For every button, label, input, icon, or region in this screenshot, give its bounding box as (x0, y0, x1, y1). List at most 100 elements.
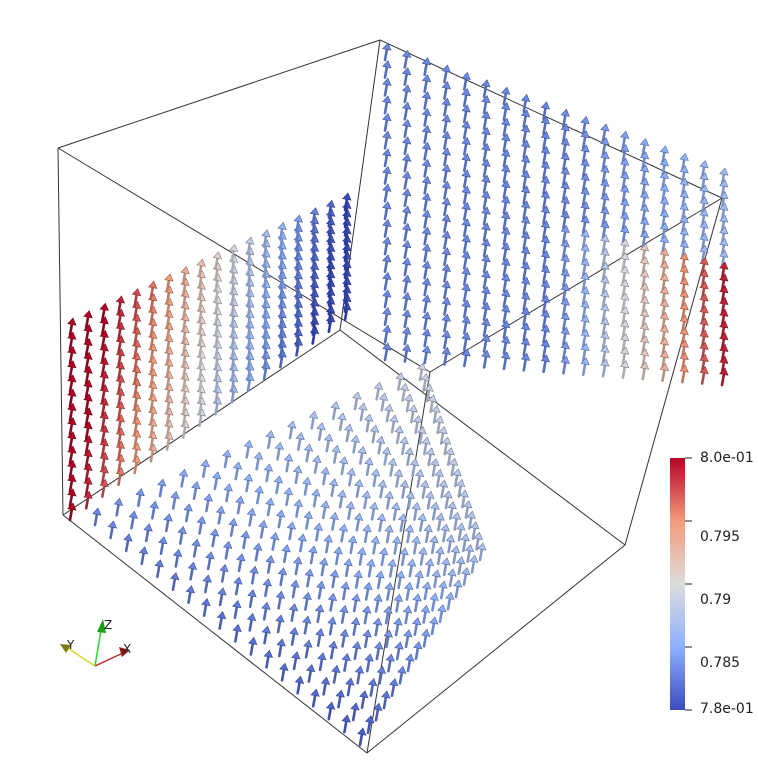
vector-glyph-head (275, 590, 286, 599)
vector-glyph-shaft (333, 450, 338, 464)
vector-glyph-shaft (522, 114, 527, 128)
vector-glyph-shaft (562, 332, 567, 346)
vector-glyph-head (401, 49, 412, 58)
vector-glyph-shaft (341, 634, 346, 648)
vector-glyph-head (292, 465, 303, 474)
vector-glyph-shaft (482, 307, 488, 321)
vector-glyph-shaft (383, 452, 388, 466)
vector-glyph-shaft (347, 506, 352, 521)
vector-glyph-shaft (522, 328, 527, 342)
vector-glyph-shaft (117, 353, 122, 368)
vector-glyph-head (679, 177, 689, 186)
vector-glyph-head (679, 302, 689, 311)
vector-glyph-shaft (237, 558, 243, 573)
vector-glyph-shaft (457, 484, 462, 498)
vector-glyph-head (212, 251, 223, 260)
vector-glyph-shaft (621, 244, 627, 258)
vector-glyph-shaft (343, 198, 349, 212)
vector-glyph-shaft (502, 92, 508, 106)
vector-glyph-head (274, 441, 284, 450)
vector-glyph-shaft (250, 571, 256, 585)
vector-glyph-shaft (390, 683, 396, 697)
vector-glyph-shaft (440, 485, 445, 499)
vector-glyph-head (639, 151, 650, 160)
vector-glyph-shaft (278, 345, 284, 359)
vector-glyph-shaft (383, 101, 389, 115)
vector-glyph-head (373, 702, 383, 711)
vector-glyph-shaft (601, 198, 607, 212)
vector-glyph-shaft (581, 306, 587, 320)
vector-glyph-head (364, 413, 374, 422)
vector-glyph-shaft (230, 347, 235, 361)
vector-glyph-shaft (327, 240, 332, 254)
vector-glyph-head (383, 629, 393, 638)
vector-glyph-head (67, 317, 77, 326)
vector-glyph-shaft (296, 681, 301, 695)
vector-glyph-head (401, 136, 412, 145)
vector-glyph-head (600, 247, 610, 257)
vector-glyph-shaft (328, 622, 334, 636)
vector-glyph-head (441, 346, 451, 355)
vector-glyph-shaft (311, 249, 316, 263)
vector-glyph-head (453, 579, 463, 588)
vector-glyph-shaft (562, 157, 567, 172)
vector-glyph-shaft (165, 279, 171, 293)
vector-glyph-shaft (278, 325, 284, 339)
vector-glyph-shaft (443, 352, 448, 366)
vector-glyph-head (339, 628, 349, 637)
vector-glyph-shaft (295, 286, 300, 300)
vector-glyph-shaft (355, 518, 360, 532)
vector-glyph-shaft (230, 368, 235, 382)
vector-glyph-head (560, 210, 570, 219)
vector-glyph-head (679, 227, 689, 236)
vector-glyph-shaft (84, 357, 90, 371)
vector-glyph-shaft (388, 564, 394, 578)
vector-glyph-shaft (165, 425, 171, 439)
vector-glyph-shaft (621, 338, 627, 352)
vector-glyph-head (461, 153, 471, 162)
vector-glyph-head (401, 205, 412, 214)
vector-glyph-head (401, 222, 412, 231)
vector-glyph-shaft (562, 201, 567, 215)
vector-glyph-head (219, 563, 229, 573)
vector-glyph-head (232, 623, 242, 633)
vector-glyph-shaft (101, 430, 106, 444)
vector-glyph-head (67, 445, 77, 454)
vector-glyph-head (600, 192, 610, 201)
vector-glyph-shaft (383, 83, 389, 97)
vector-glyph-shaft (383, 118, 389, 132)
vector-glyph-shaft (581, 220, 587, 235)
vector-glyph-head (639, 322, 650, 331)
vector-glyph-head (477, 542, 487, 551)
vector-glyph-shaft (337, 695, 342, 709)
vector-glyph-head (417, 425, 427, 434)
vector-glyph-shaft (213, 476, 219, 491)
vector-glyph-shaft (303, 621, 309, 635)
vector-glyph-head (273, 475, 284, 484)
vector-glyph-shaft (262, 285, 268, 299)
vector-glyph-head (347, 535, 358, 544)
vector-glyph-head (245, 236, 255, 245)
vector-glyph-head (560, 312, 570, 321)
vector-glyph-head (520, 93, 531, 103)
vector-glyph-shaft (246, 336, 252, 350)
vector-glyph-head (401, 292, 412, 301)
vector-glyph-head (404, 447, 414, 456)
vector-glyph-shaft (621, 230, 627, 244)
vector-glyph-shaft (278, 335, 284, 349)
vector-glyph-shaft (198, 391, 203, 405)
vector-glyph-shaft (198, 333, 203, 347)
vector-glyph-shaft (295, 324, 300, 338)
colorbar-tick-label-2: 0.79 (700, 592, 732, 608)
vector-glyph-shaft (542, 240, 547, 255)
vector-glyph-shaft (385, 530, 391, 544)
vector-glyph-head (401, 240, 412, 249)
vector-glyph-shaft (379, 485, 384, 499)
vector-glyph-shaft (327, 302, 332, 316)
vector-glyph-shaft (386, 587, 391, 601)
vector-glyph-head (67, 345, 77, 355)
vector-glyph-shaft (205, 499, 210, 513)
vector-glyph-head (316, 580, 326, 589)
vector-glyph-head (382, 307, 392, 316)
